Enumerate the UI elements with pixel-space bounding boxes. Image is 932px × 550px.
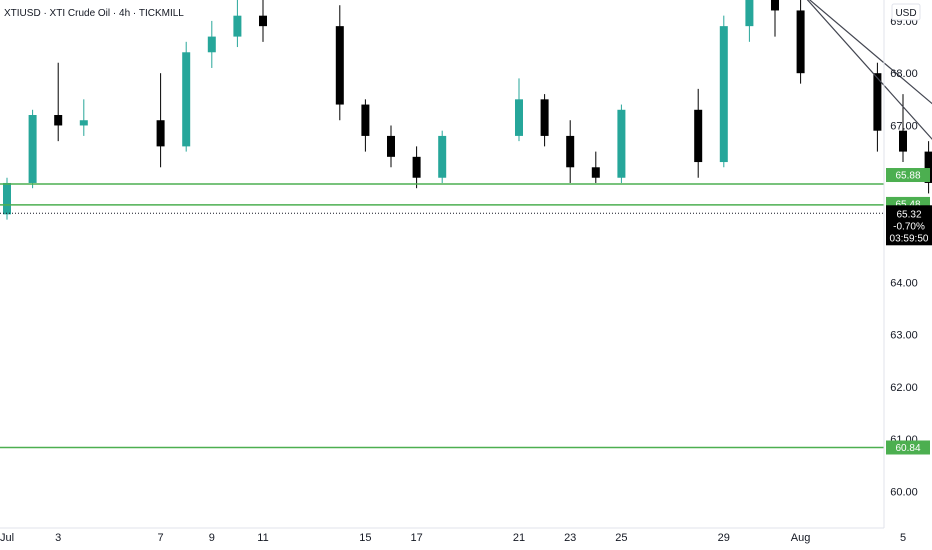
symbol-label: XTIUSD · XTI Crude Oil · 4h · TICKMILL bbox=[4, 8, 184, 19]
bar-countdown: 03:59:50 bbox=[890, 233, 929, 244]
levels-layer bbox=[0, 183, 884, 449]
candle-body bbox=[617, 109, 626, 178]
candle bbox=[694, 88, 703, 178]
candle bbox=[745, 0, 754, 42]
candle bbox=[899, 94, 907, 163]
current-price-tag: 65.32-0.70%03:59:50 bbox=[886, 205, 932, 246]
currency-badge[interactable] bbox=[891, 3, 921, 21]
candle bbox=[796, 0, 805, 84]
candle bbox=[28, 109, 37, 189]
candle-body bbox=[259, 15, 267, 27]
candle-body bbox=[745, 0, 754, 27]
candle bbox=[719, 15, 728, 168]
candle-body bbox=[873, 73, 882, 131]
y-tick-label: 68.00 bbox=[890, 68, 918, 80]
candle-body bbox=[924, 151, 932, 183]
x-tick-label: Aug bbox=[791, 532, 811, 544]
candle-body bbox=[591, 167, 600, 178]
x-tick-label: 17 bbox=[410, 532, 422, 544]
candle bbox=[233, 0, 242, 48]
candle bbox=[591, 151, 600, 183]
candle bbox=[924, 141, 932, 194]
candle-body bbox=[412, 156, 421, 178]
candle bbox=[182, 41, 191, 152]
trendline bbox=[808, 0, 932, 105]
candle-body bbox=[361, 104, 370, 136]
candle bbox=[515, 78, 523, 142]
trendlines-layer bbox=[806, 0, 932, 140]
candle bbox=[438, 130, 447, 183]
x-tick-label: 3 bbox=[55, 532, 61, 544]
candle-body bbox=[566, 135, 575, 168]
x-tick-label: 9 bbox=[209, 532, 215, 544]
y-tick-label: 62.00 bbox=[890, 382, 918, 394]
currency-label: USD bbox=[895, 8, 916, 19]
candle-body bbox=[515, 99, 523, 136]
trendline bbox=[806, 0, 932, 140]
candle bbox=[54, 62, 63, 142]
candle-body bbox=[540, 99, 549, 136]
candle-body bbox=[387, 135, 395, 157]
y-tick-label: 60.00 bbox=[890, 486, 918, 498]
current-price-change: -0.70% bbox=[893, 221, 925, 232]
candle-body bbox=[438, 135, 447, 178]
candle bbox=[259, 0, 267, 42]
candle bbox=[617, 104, 626, 183]
candle-body bbox=[156, 120, 165, 147]
candle-body bbox=[694, 109, 703, 163]
x-tick-label: 11 bbox=[257, 532, 268, 544]
candle-body bbox=[899, 130, 907, 152]
candle bbox=[566, 120, 575, 183]
time-axis[interactable]: Jul37911151721232529Aug5711131519 bbox=[0, 532, 932, 544]
candle-body bbox=[719, 26, 728, 163]
candle bbox=[79, 99, 88, 136]
candle-body bbox=[233, 15, 242, 37]
x-tick-label: 5 bbox=[900, 532, 906, 544]
x-tick-label: Jul bbox=[0, 532, 14, 544]
candle-body bbox=[3, 182, 11, 215]
current-price-box bbox=[886, 205, 932, 246]
level-tag-label: 60.84 bbox=[895, 443, 920, 454]
current-price-value: 65.32 bbox=[896, 209, 921, 220]
candle bbox=[540, 94, 549, 147]
level-tag-label: 65.48 bbox=[895, 199, 920, 210]
x-tick-label: 23 bbox=[564, 532, 576, 544]
level-tag-label: 65.88 bbox=[895, 171, 920, 182]
candle-body bbox=[335, 26, 344, 105]
level-tag bbox=[886, 168, 930, 183]
x-tick-label: 15 bbox=[359, 532, 371, 544]
candle bbox=[361, 99, 370, 152]
candle-body bbox=[54, 115, 63, 126]
y-tick-label: 67.00 bbox=[890, 120, 918, 132]
candles-layer bbox=[3, 0, 932, 220]
x-tick-label: 21 bbox=[513, 532, 525, 544]
candle bbox=[335, 5, 344, 121]
candle-body bbox=[207, 36, 216, 53]
candle bbox=[156, 73, 165, 168]
y-tick-label: 64.00 bbox=[890, 277, 918, 289]
candle-body bbox=[771, 0, 779, 11]
candle bbox=[412, 146, 421, 189]
x-tick-label: 25 bbox=[615, 532, 627, 544]
candle bbox=[387, 125, 395, 168]
level-tag bbox=[886, 440, 930, 455]
candle bbox=[771, 0, 779, 37]
candle-body bbox=[79, 120, 88, 126]
candle-body bbox=[28, 115, 37, 183]
candle bbox=[207, 20, 216, 68]
x-tick-label: 29 bbox=[718, 532, 730, 544]
candle-body bbox=[796, 10, 805, 74]
y-tick-label: 63.00 bbox=[890, 330, 918, 342]
x-tick-label: 7 bbox=[158, 532, 164, 544]
candle-body bbox=[182, 52, 191, 147]
